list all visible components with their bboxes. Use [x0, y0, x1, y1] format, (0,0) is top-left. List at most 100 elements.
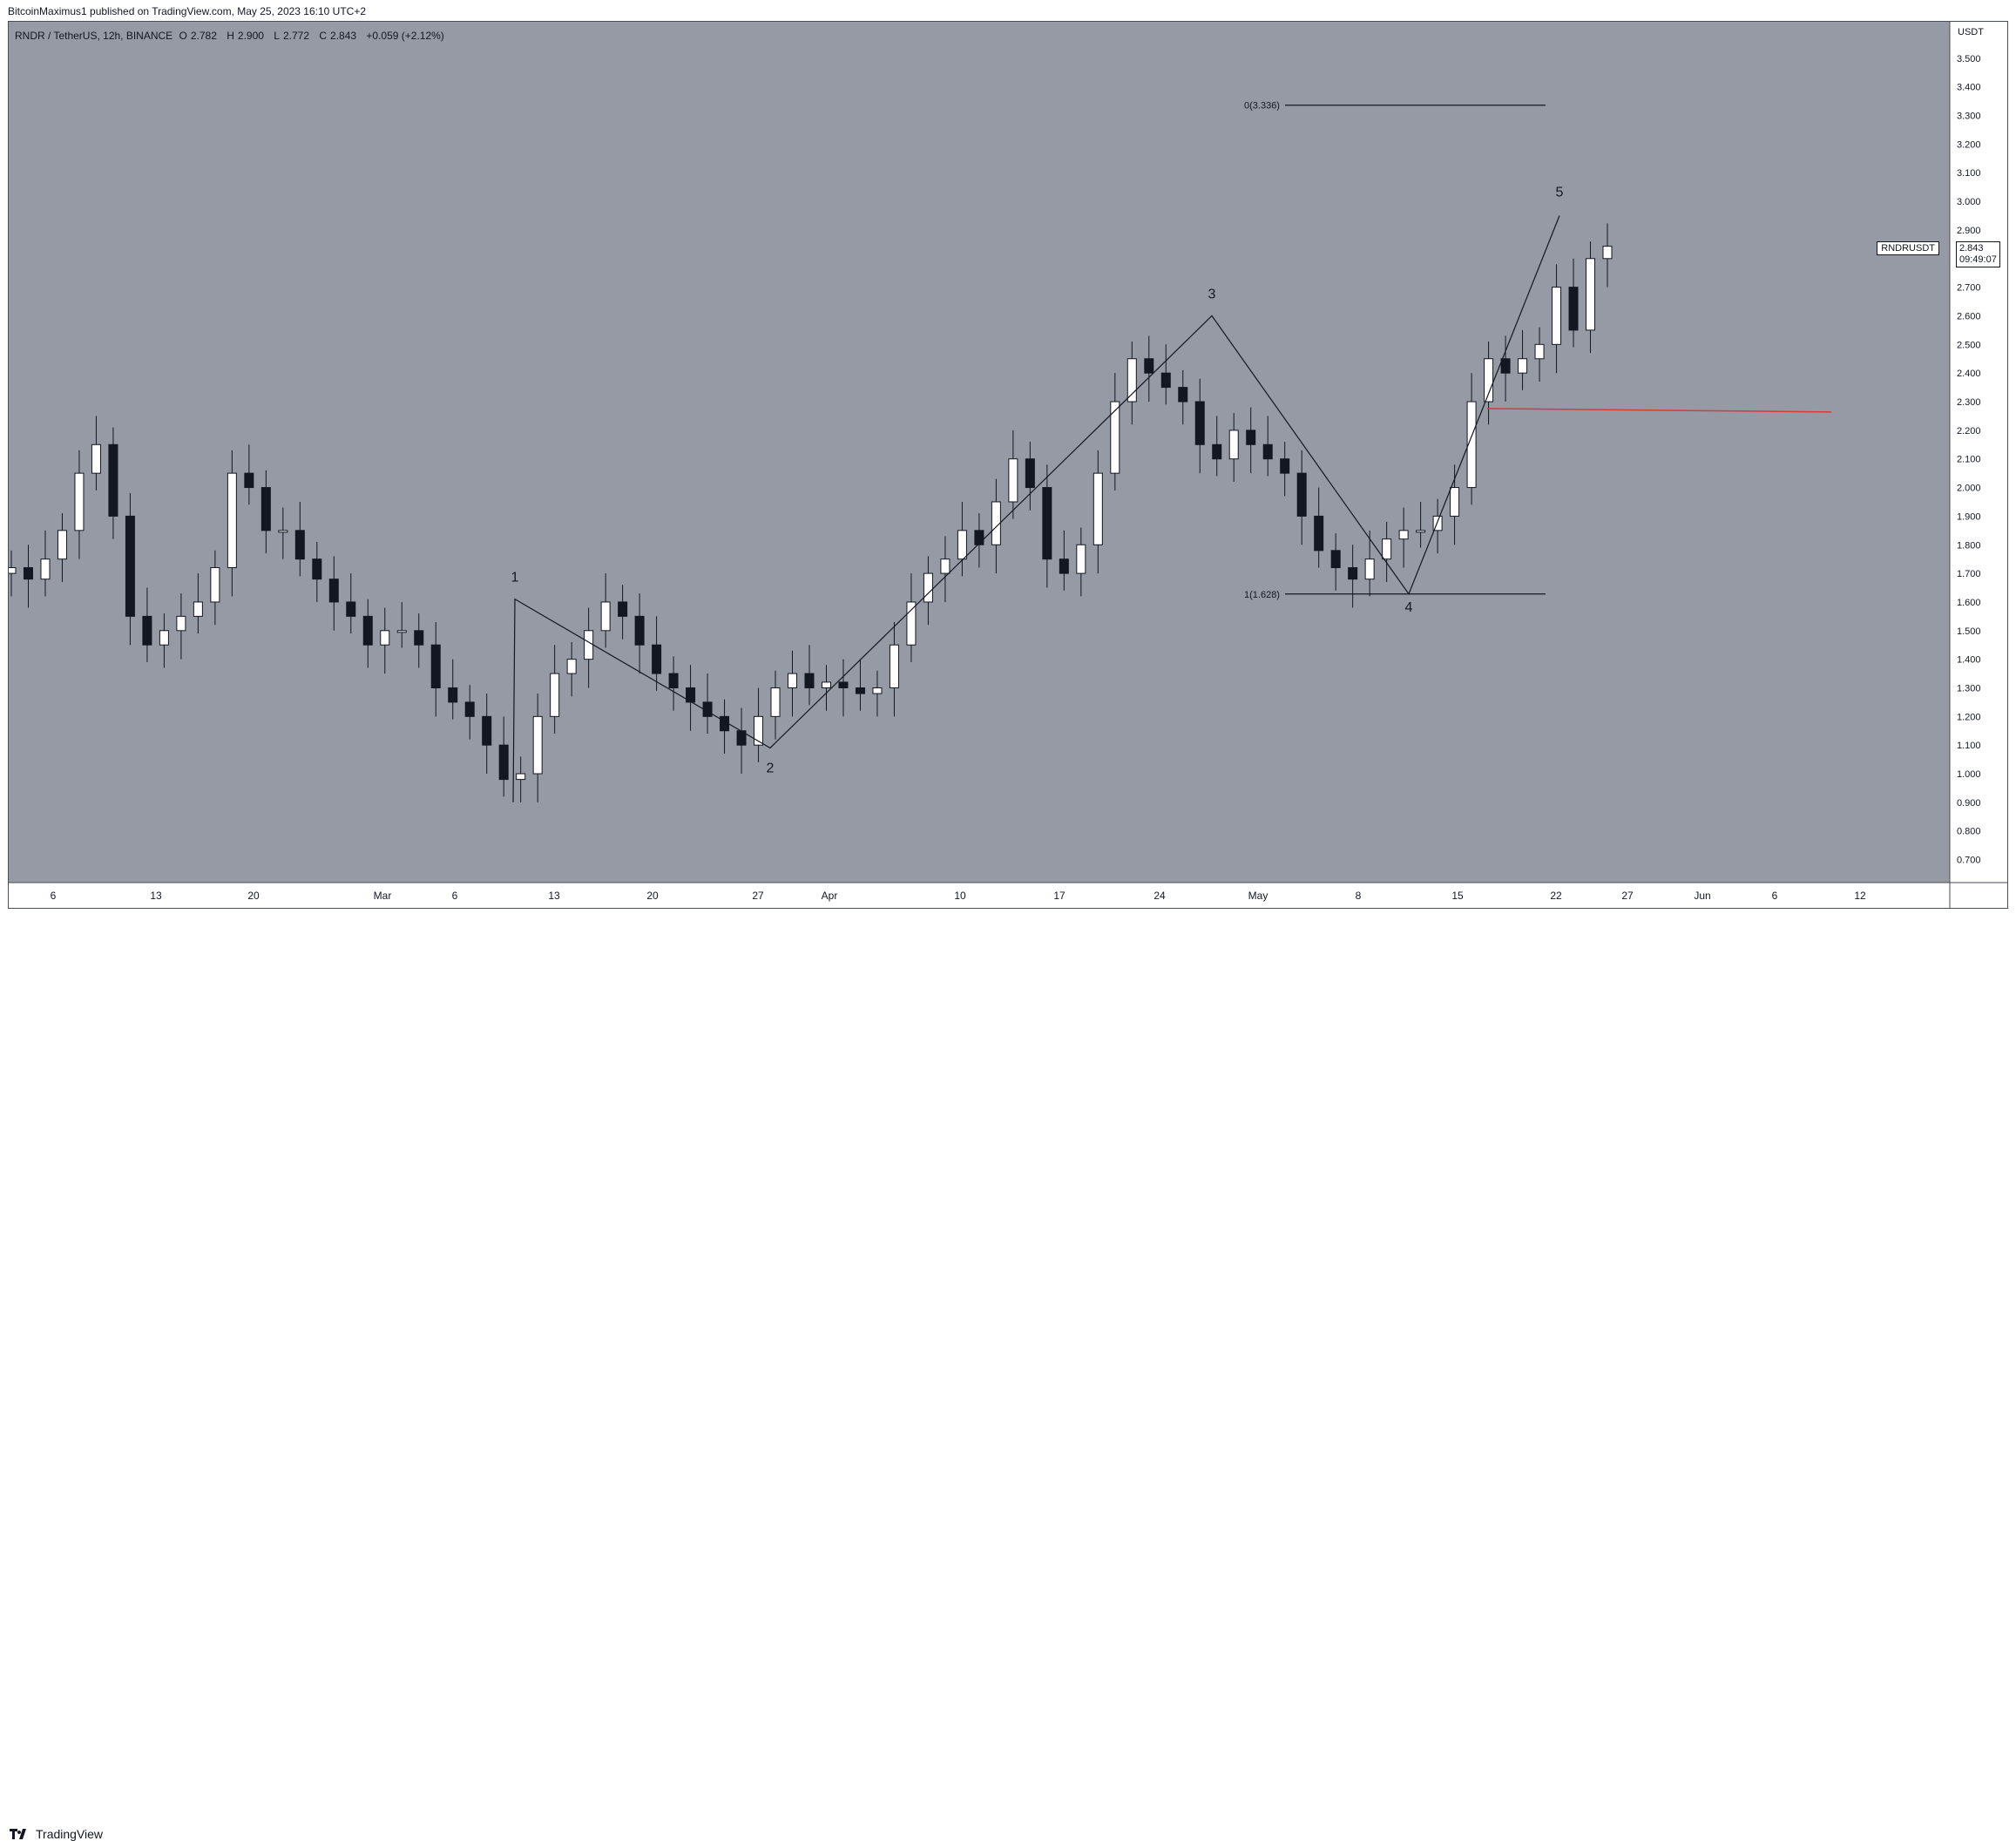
price-tick-label: 0.700 [1957, 856, 1981, 866]
candle-body [532, 715, 543, 775]
candle-body [362, 615, 373, 646]
candle-body [328, 579, 339, 603]
candle-body [23, 567, 33, 580]
brand-name: TradingView [36, 1827, 104, 1841]
candle-body [788, 673, 798, 688]
wave-label-3: 3 [1208, 287, 1216, 301]
candle-body [770, 687, 781, 717]
candle-body [974, 530, 984, 545]
candle-body [396, 630, 407, 633]
time-tick-label: 15 [1451, 890, 1464, 902]
wave-label-4: 4 [1405, 600, 1413, 615]
candle-body [430, 644, 441, 688]
price-tick-label: 1.200 [1957, 712, 1981, 722]
price-tick-label: 1.700 [1957, 569, 1981, 579]
time-tick-label: 20 [247, 890, 260, 902]
candle-body [1484, 358, 1494, 403]
symbol-line: RNDR / TetherUS, 12h, BINANCE [15, 30, 173, 42]
ohlc-low: L 2.772 [274, 30, 309, 42]
candle-body [176, 615, 186, 632]
candle-body [940, 558, 950, 574]
footer-bar: TradingView [0, 909, 2016, 1841]
candle-body [1568, 287, 1579, 331]
time-tick-label: 6 [51, 890, 57, 902]
price-tick-label: 1.100 [1957, 741, 1981, 751]
price-tick-label: 3.000 [1957, 197, 1981, 207]
price-tick-label: 3.400 [1957, 83, 1981, 93]
candle-body [566, 659, 577, 674]
candle-body [8, 567, 17, 574]
candle-body [1110, 401, 1120, 474]
candle-body [498, 744, 509, 781]
candle-body [1076, 544, 1086, 574]
candle-body [244, 472, 254, 489]
candle-body [380, 630, 390, 646]
candle-body [448, 687, 458, 703]
price-tick-label: 2.600 [1957, 311, 1981, 321]
price-tick-label: 2.400 [1957, 369, 1981, 379]
price-tick-label: 1.600 [1957, 598, 1981, 608]
candle-body [686, 687, 696, 703]
time-tick-label: 10 [954, 890, 966, 902]
candle-body [210, 567, 220, 603]
price-tick-label: 2.700 [1957, 283, 1981, 294]
price-tick-label: 1.900 [1957, 511, 1981, 522]
publish-bar: BitcoinMaximus1 published on TradingView… [0, 0, 2016, 21]
candle-body [618, 601, 628, 617]
wave-label-2: 2 [767, 761, 775, 775]
candle-body [754, 715, 764, 746]
candle-body [108, 443, 118, 517]
elliott-wave-path [512, 215, 1560, 802]
candle-body [1382, 538, 1392, 560]
candle-body [1280, 458, 1290, 474]
ohlc-change: +0.059 (+2.12%) [366, 30, 444, 42]
tradingview-logo[interactable]: TradingView [10, 1827, 103, 1841]
candle-body [1008, 458, 1018, 503]
candle-body [1466, 401, 1477, 489]
candle-body [1042, 487, 1052, 560]
candle-body [1518, 358, 1528, 374]
candle-body [1296, 472, 1307, 517]
candle-body [1330, 550, 1341, 569]
candle-body [516, 773, 526, 781]
bar-countdown: 09:49:07 [1959, 254, 1997, 265]
candle-body [1178, 387, 1188, 403]
candle-body [482, 715, 492, 746]
candle-body [1602, 246, 1613, 260]
candle-body [804, 673, 815, 688]
candle-body [193, 601, 203, 617]
ohlc-open: O 2.782 [179, 30, 217, 42]
price-tick-label: 3.100 [1957, 168, 1981, 179]
candle-body [278, 530, 288, 533]
time-tick-label: 6 [1772, 890, 1778, 902]
candle-body [855, 687, 865, 694]
candle-body [91, 443, 101, 474]
candle-body [40, 558, 51, 580]
price-tick-label: 0.800 [1957, 827, 1981, 837]
time-tick-label: 22 [1550, 890, 1562, 902]
candle-body [872, 687, 883, 694]
candle-body [260, 487, 271, 531]
candle-body [1534, 343, 1545, 360]
candle-body [1194, 401, 1205, 445]
price-tick-label: 1.300 [1957, 683, 1981, 694]
time-tick-label: 27 [1621, 890, 1634, 902]
chart-canvas[interactable]: USDT 3.500 3.400 3.300 3.200 3.100 3.000 2.900 2… [8, 21, 2008, 909]
ohlc-high: H 2.900 [227, 30, 264, 42]
candle-body [1212, 443, 1222, 460]
candle-body [142, 615, 152, 646]
price-tick-label: 3.300 [1957, 112, 1981, 122]
last-price: 2.843 [1959, 243, 1984, 254]
candle-body [1586, 258, 1596, 331]
price-tick-label: 2.200 [1957, 426, 1981, 437]
candle-body [1160, 372, 1171, 389]
candle-body [550, 673, 560, 717]
wave-label-5: 5 [1556, 186, 1564, 200]
price-tick-label: 0.900 [1957, 798, 1981, 809]
time-tick-label: 24 [1153, 890, 1166, 902]
time-tick-label: 27 [752, 890, 764, 902]
fib-level-label: 0(3.336) [1244, 101, 1280, 112]
candle-body [312, 558, 322, 580]
candle-body [1262, 443, 1273, 460]
candle-body [1500, 358, 1511, 374]
